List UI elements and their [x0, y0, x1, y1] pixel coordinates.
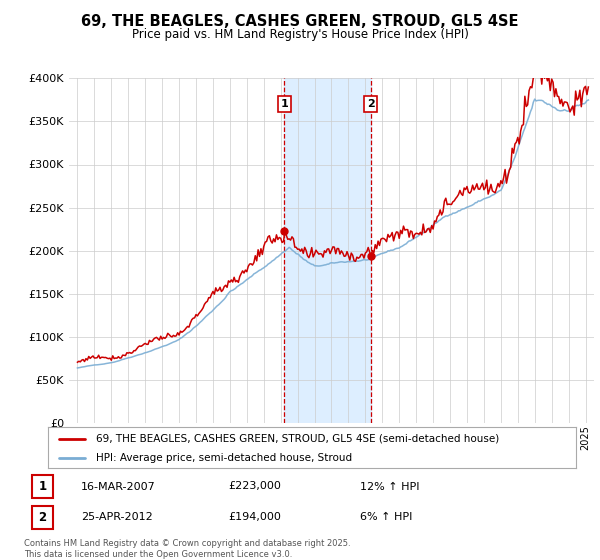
Text: HPI: Average price, semi-detached house, Stroud: HPI: Average price, semi-detached house,…: [95, 452, 352, 463]
Text: 16-MAR-2007: 16-MAR-2007: [81, 482, 156, 492]
Text: 69, THE BEAGLES, CASHES GREEN, STROUD, GL5 4SE (semi-detached house): 69, THE BEAGLES, CASHES GREEN, STROUD, G…: [95, 433, 499, 444]
Text: 25-APR-2012: 25-APR-2012: [81, 512, 153, 522]
Text: £223,000: £223,000: [228, 482, 281, 492]
Text: Contains HM Land Registry data © Crown copyright and database right 2025.
This d: Contains HM Land Registry data © Crown c…: [24, 539, 350, 559]
Text: 69, THE BEAGLES, CASHES GREEN, STROUD, GL5 4SE: 69, THE BEAGLES, CASHES GREEN, STROUD, G…: [81, 14, 519, 29]
Text: 1: 1: [38, 480, 47, 493]
Text: 12% ↑ HPI: 12% ↑ HPI: [360, 482, 419, 492]
Text: 1: 1: [280, 99, 288, 109]
Text: 2: 2: [367, 99, 374, 109]
Text: £194,000: £194,000: [228, 512, 281, 522]
Text: 6% ↑ HPI: 6% ↑ HPI: [360, 512, 412, 522]
Text: Price paid vs. HM Land Registry's House Price Index (HPI): Price paid vs. HM Land Registry's House …: [131, 28, 469, 41]
Text: 2: 2: [38, 511, 47, 524]
Bar: [284, 78, 371, 423]
